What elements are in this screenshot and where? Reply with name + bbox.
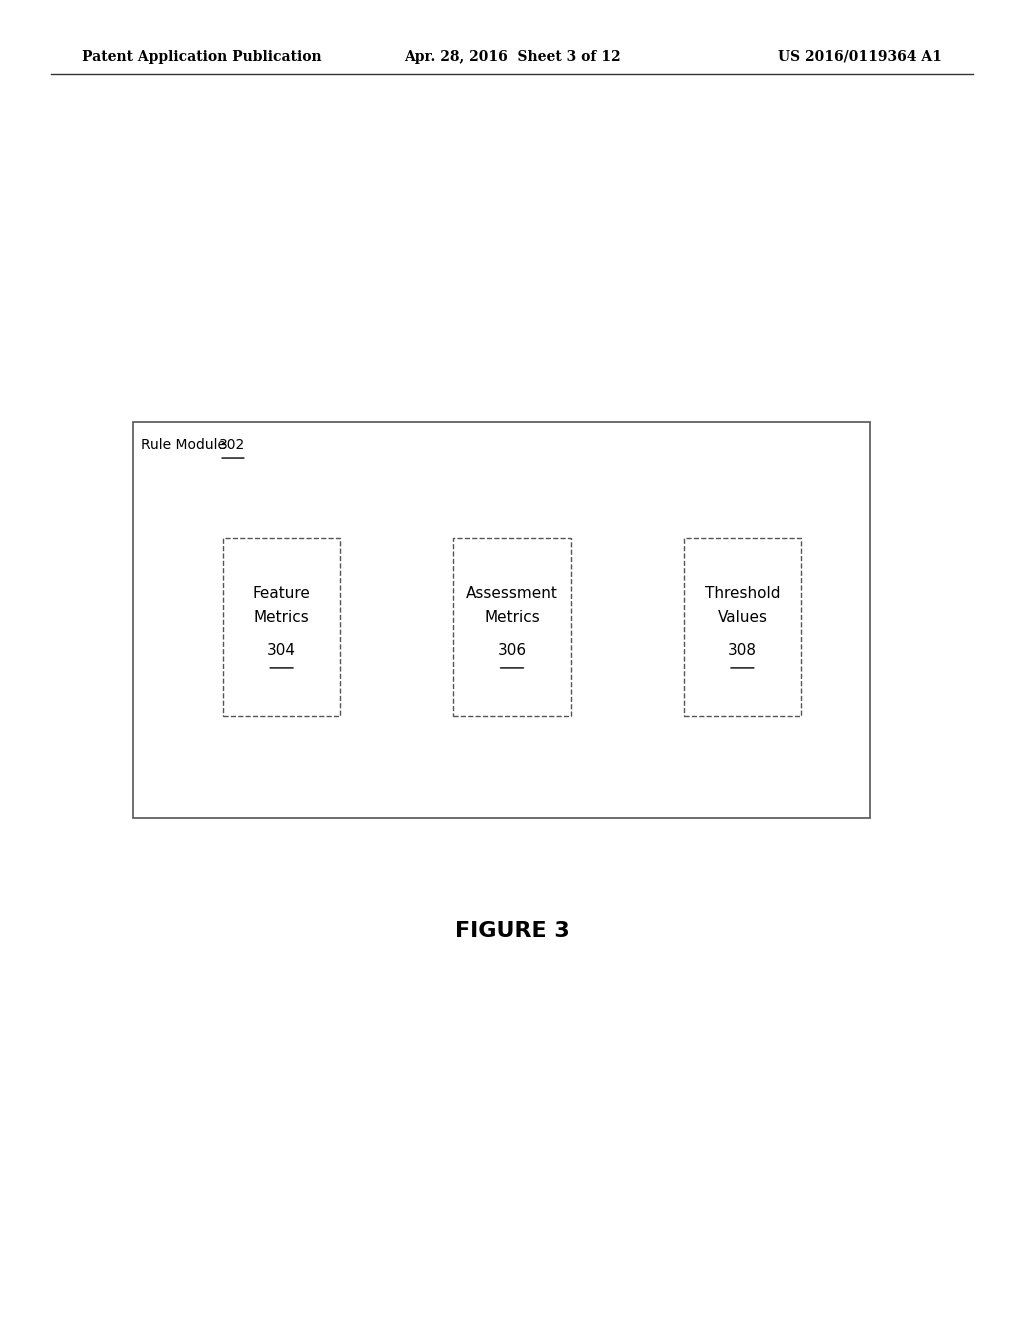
Text: FIGURE 3: FIGURE 3 — [455, 920, 569, 941]
Text: Feature: Feature — [253, 586, 310, 602]
Text: Assessment: Assessment — [466, 586, 558, 602]
Text: 308: 308 — [728, 643, 757, 659]
Text: Metrics: Metrics — [484, 610, 540, 626]
Text: Apr. 28, 2016  Sheet 3 of 12: Apr. 28, 2016 Sheet 3 of 12 — [403, 50, 621, 63]
Text: Rule Module: Rule Module — [141, 438, 230, 453]
Text: 302: 302 — [219, 438, 246, 453]
Text: US 2016/0119364 A1: US 2016/0119364 A1 — [778, 50, 942, 63]
Text: 304: 304 — [267, 643, 296, 659]
Text: Threshold: Threshold — [705, 586, 780, 602]
Text: 306: 306 — [498, 643, 526, 659]
Text: Metrics: Metrics — [254, 610, 309, 626]
Text: Values: Values — [718, 610, 767, 626]
Text: Patent Application Publication: Patent Application Publication — [82, 50, 322, 63]
